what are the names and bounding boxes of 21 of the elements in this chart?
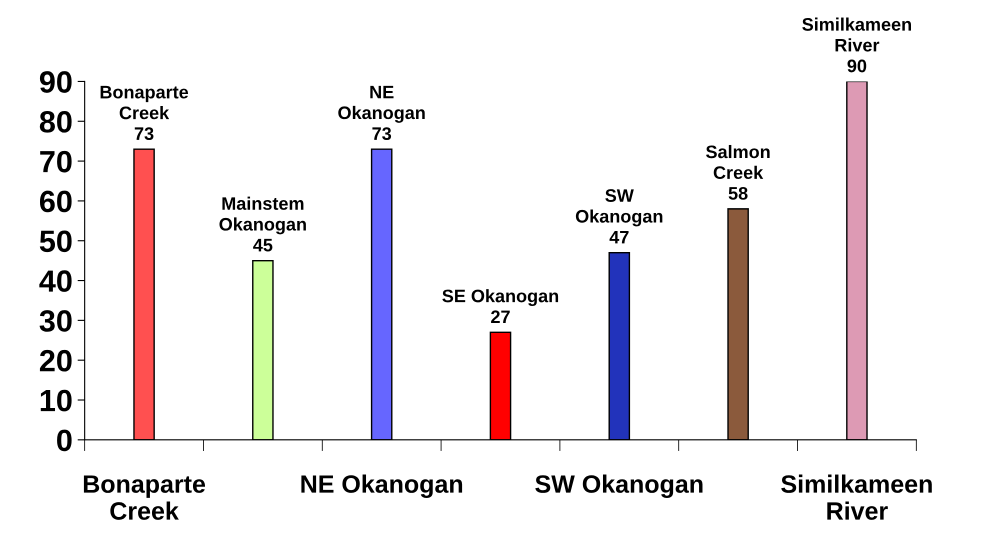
x-tick-label: Similkameen River [781, 474, 932, 520]
data-label: NE Okanogan 73 [338, 86, 425, 140]
x-tick-label: NE Okanogan [301, 474, 462, 498]
data-label: Similkameen River 90 [802, 18, 911, 72]
y-tick-label: 40 [39, 270, 72, 292]
y-tick-label: 50 [40, 230, 72, 252]
y-tick-label: 0 [57, 430, 72, 452]
x-tick-label: Bonaparte Creek [84, 475, 206, 520]
y-tick-label: 80 [40, 111, 72, 133]
data-label: Salmon Creek 58 [706, 144, 770, 200]
y-tick-label: 30 [40, 310, 72, 332]
data-label: Bonaparte Creek 73 [100, 86, 188, 140]
y-tick-label: 20 [40, 350, 72, 372]
data-label: SE Okanogan 27 [442, 289, 558, 324]
y-tick-label: 10 [40, 390, 72, 412]
x-tick-label: SW Okanogan [535, 474, 702, 498]
data-label: Mainstem Okanogan 45 [219, 196, 306, 252]
y-tick-label: 90 [40, 71, 72, 93]
y-tick-label: 60 [40, 190, 72, 212]
y-tick-label: 70 [40, 150, 72, 172]
data-label: SW Okanogan 47 [576, 189, 662, 244]
